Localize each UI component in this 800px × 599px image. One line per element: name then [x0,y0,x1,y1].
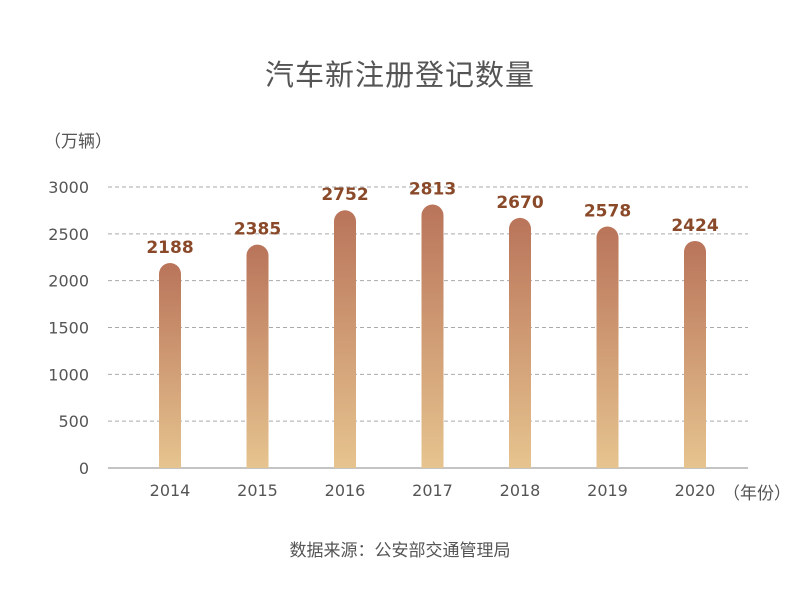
x-tick-label-2019: 2019 [587,481,628,500]
bar-2019 [596,226,619,468]
data-label-2019: 2578 [584,202,631,222]
bar-2014 [159,263,181,468]
y-axis-ticks: 0 500 1000 1500 2000 2500 3000 [48,178,89,478]
y-tick-label: 1000 [48,365,89,384]
bar-2015 [246,244,269,468]
data-label-2018: 2670 [496,193,543,213]
y-tick-label: 3000 [48,178,89,197]
x-tick-label-2020: 2020 [675,481,716,500]
chart-title: 汽车新注册登记数量 [264,58,535,92]
data-source-note: 数据来源：公安部交通管理局 [289,541,511,561]
data-label-2020: 2424 [671,216,718,236]
data-labels: 2188 2385 2752 2813 2670 2578 2424 [146,180,718,259]
x-tick-label-2016: 2016 [325,481,366,500]
bar-2020 [684,240,706,468]
bar-2016 [334,210,356,468]
bars [159,204,706,468]
y-tick-label: 2500 [48,225,89,244]
data-label-2017: 2813 [409,180,456,200]
data-label-2014: 2188 [146,238,193,258]
x-axis-unit-label: （年份） [723,484,791,504]
x-tick-label-2018: 2018 [500,481,541,500]
x-axis-ticks: 2014 2015 2016 2017 2018 2019 2020 [150,481,716,500]
y-tick-label: 2000 [48,272,89,291]
y-tick-label: 1500 [48,319,89,338]
data-label-2015: 2385 [234,220,281,240]
x-tick-label-2015: 2015 [237,481,278,500]
data-label-2016: 2752 [321,185,368,205]
grid-lines [108,186,748,469]
y-tick-label: 0 [79,459,89,478]
y-tick-label: 500 [58,412,89,431]
x-tick-label-2014: 2014 [150,481,191,500]
bar-2018 [509,217,531,468]
x-tick-label-2017: 2017 [412,481,453,500]
bar-2017 [421,204,444,468]
y-axis-unit-label: （万辆） [44,132,112,152]
